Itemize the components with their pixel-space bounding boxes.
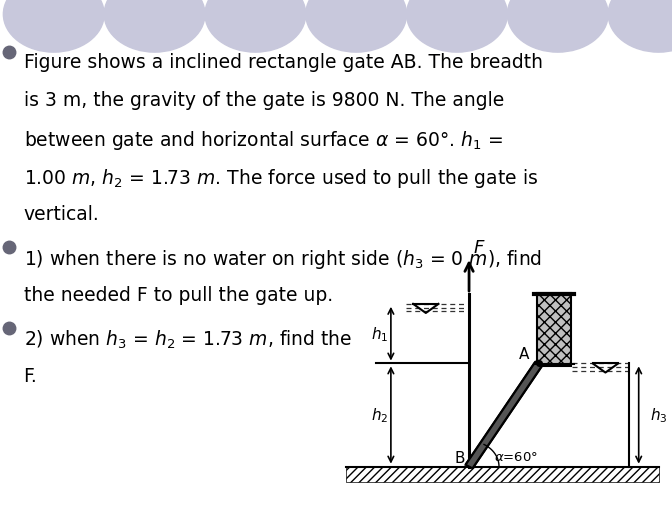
Circle shape xyxy=(306,0,407,53)
Text: A: A xyxy=(519,346,529,361)
Text: F.: F. xyxy=(24,366,37,385)
Circle shape xyxy=(507,0,608,53)
Text: between gate and horizontal surface $\alpha$ = 60°. $h_1$ =: between gate and horizontal surface $\al… xyxy=(24,129,503,152)
Polygon shape xyxy=(466,362,542,468)
Text: Figure shows a inclined rectangle gate AB. The breadth: Figure shows a inclined rectangle gate A… xyxy=(24,53,542,72)
Text: 1.00 $m$, $h_2$ = 1.73 $m$. The force used to pull the gate is: 1.00 $m$, $h_2$ = 1.73 $m$. The force us… xyxy=(24,167,538,189)
Circle shape xyxy=(608,0,672,53)
Text: $\alpha$=60°: $\alpha$=60° xyxy=(494,450,538,463)
Polygon shape xyxy=(346,467,659,482)
Text: the needed F to pull the gate up.: the needed F to pull the gate up. xyxy=(24,285,333,305)
Text: $F$: $F$ xyxy=(473,238,486,256)
Text: is 3 m, the gravity of the gate is 9800 N. The angle: is 3 m, the gravity of the gate is 9800 … xyxy=(24,91,504,110)
Text: B: B xyxy=(454,450,465,465)
Text: vertical.: vertical. xyxy=(24,205,99,224)
Text: 1) when there is no water on right side ($h_3$ = 0 $m$), find: 1) when there is no water on right side … xyxy=(24,247,542,270)
Bar xyxy=(537,293,571,367)
Circle shape xyxy=(3,0,104,53)
Text: $h_3$: $h_3$ xyxy=(650,406,668,425)
Circle shape xyxy=(205,0,306,53)
Text: $h_2$: $h_2$ xyxy=(370,406,388,425)
Text: 2) when $h_3$ = $h_2$ = 1.73 $m$, find the: 2) when $h_3$ = $h_2$ = 1.73 $m$, find t… xyxy=(24,328,352,350)
Circle shape xyxy=(407,0,507,53)
Text: $h_1$: $h_1$ xyxy=(370,325,388,343)
Circle shape xyxy=(104,0,205,53)
